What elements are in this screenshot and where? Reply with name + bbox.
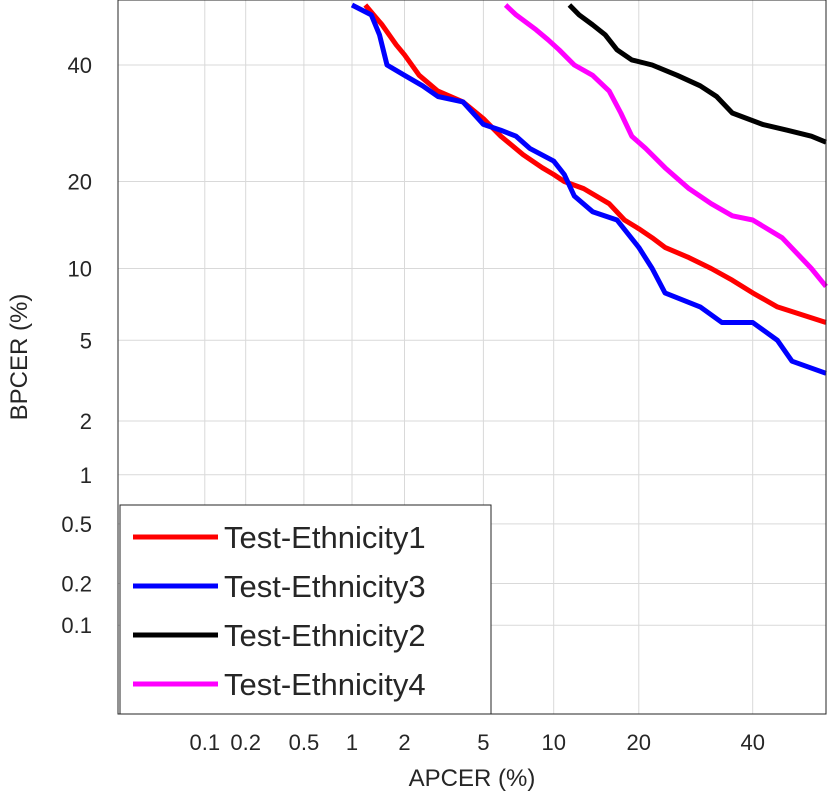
x-tick-label: 40 <box>740 730 764 755</box>
legend-box <box>119 504 492 715</box>
series-group <box>350 2 828 376</box>
y-tick-label: 20 <box>68 170 92 195</box>
series-line-4 <box>503 3 828 288</box>
legend-entry: Test-Ethnicity2 <box>224 618 426 653</box>
y-axis-label: BPCER (%) <box>6 294 33 421</box>
y-tick-label: 5 <box>80 328 92 353</box>
x-tick-label: 1 <box>346 730 358 755</box>
series-line-2 <box>350 2 827 376</box>
y-tick-label: 2 <box>80 409 92 434</box>
x-axis-label: APCER (%) <box>409 765 536 792</box>
legend: Test-Ethnicity1 Test-Ethnicity3 Test-Ethni… <box>119 504 492 715</box>
legend-entry: Test-Ethnicity3 <box>224 569 426 604</box>
tick-labels: 0.1 0.2 0.5 1 2 5 10 20 40 0.1 0.2 0.5 1 2 5 10 20 40 <box>61 53 765 755</box>
x-tick-label: 0.2 <box>230 730 261 755</box>
y-tick-label: 1 <box>80 463 92 488</box>
legend-entry: Test-Ethnicity4 <box>224 667 426 702</box>
x-tick-label: 0.1 <box>190 730 221 755</box>
x-tick-label: 20 <box>627 730 651 755</box>
x-tick-label: 0.5 <box>289 730 320 755</box>
y-tick-label: 0.1 <box>61 613 92 638</box>
y-tick-label: 10 <box>68 257 92 282</box>
y-tick-label: 0.5 <box>61 512 92 537</box>
y-tick-label: 0.2 <box>61 572 92 597</box>
legend-entry: Test-Ethnicity1 <box>224 520 426 555</box>
y-tick-label: 40 <box>68 53 92 78</box>
x-tick-label: 2 <box>398 730 410 755</box>
series-line-1 <box>363 3 827 325</box>
x-tick-label: 5 <box>477 730 489 755</box>
x-tick-label: 10 <box>541 730 565 755</box>
series-line-3 <box>567 3 827 145</box>
